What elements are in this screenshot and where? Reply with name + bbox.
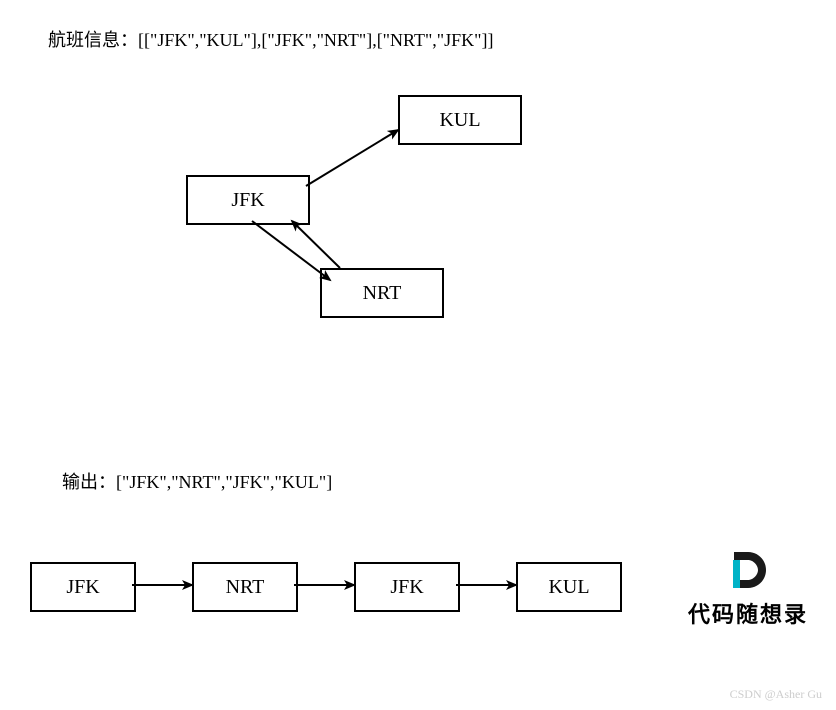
logo: 代码随想录 [678,548,818,629]
logo-text: 代码随想录 [678,597,818,629]
logo-d-icon [726,548,770,592]
watermark: CSDN @Asher Gu [730,687,822,702]
